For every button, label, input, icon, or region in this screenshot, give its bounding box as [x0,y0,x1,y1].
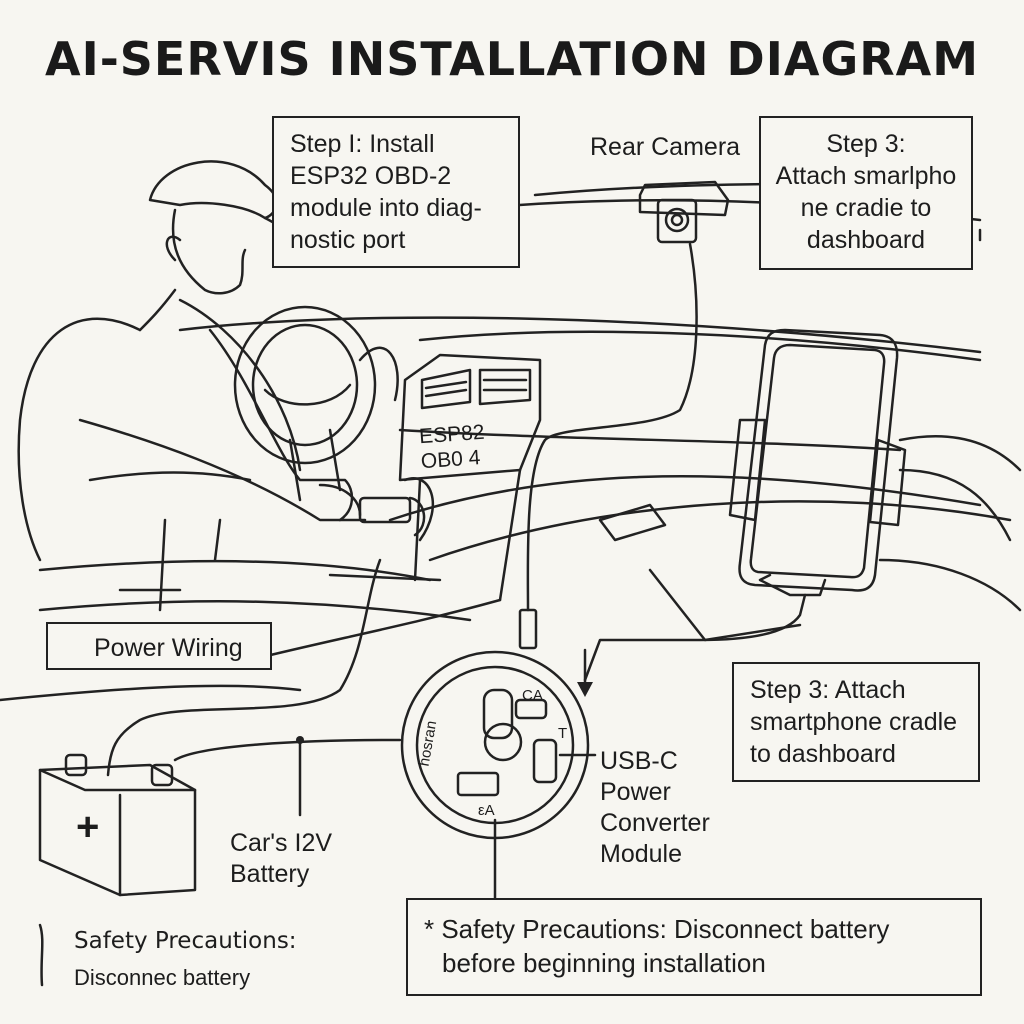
usb-c-converter [400,650,590,840]
step3-top-line: ne cradie to [800,194,932,222]
usbc-label: USB-C Power Converter Module [600,746,710,870]
obd-module [358,477,435,542]
step3-top-line: dashboard [806,226,926,254]
safety-left-title: Safety Precautions: [74,928,297,954]
battery-plus-symbol: + [76,805,100,849]
converter-bottom-label: εA [478,802,495,819]
module-screen-line: OB0 4 [420,446,482,474]
step3-top-callout: Step 3: Attach smarlpho ne cradie to das… [759,116,973,270]
usbc-line: Converter [600,809,710,837]
usbc-line: Power [600,778,671,806]
step1-callout: Step I: Install ESP32 OBD-2 module into … [272,116,520,268]
step3-top-line: Step 3: [826,130,906,158]
step3-bottom-line: Step 3: Attach [750,676,906,704]
rear-camera-label: Rear Camera [590,133,741,161]
step1-line: nostic port [290,226,406,254]
smartphone-cradle [583,328,907,682]
step1-line: module into diag- [290,194,482,222]
battery-line: Battery [230,860,310,888]
power-wiring [38,558,597,987]
battery-label: Car's I2V Battery [230,828,332,890]
center-console [398,353,542,602]
safety-callout: * Safety Precautions: Disconnect battery… [406,898,982,996]
power-wiring-text: Power Wiring [94,634,243,662]
usbc-line: Module [600,840,682,868]
usbc-line: USB-C [600,747,678,775]
safety-line: * Safety Precautions: Disconnect battery [424,914,890,944]
safety-left-body: Disconnec battery [74,965,251,990]
steering-wheel [233,305,399,502]
power-wiring-label: Power Wiring [46,622,272,670]
step1-line: ESP32 OBD-2 [290,162,452,190]
step1-line: Step I: Install [290,130,435,158]
step3-top-line: Attach smarlpho [775,162,957,190]
step3-bottom-line: smartphone cradle [750,708,958,736]
page-title: AI-SERVIS INSTALLATION DIAGRAM [44,32,979,86]
step3-bottom-line: to dashboard [750,740,896,768]
safety-line: before beginning installation [442,948,766,978]
battery [38,753,197,897]
battery-line: Car's I2V [230,829,333,857]
converter-t-label: T [558,725,568,742]
converter-top-label: CA [522,687,543,704]
rear-camera [518,180,730,650]
module-screen-text: ESP82 OB0 4 [418,420,487,474]
step3-bottom-callout: Step 3: Attach smartphone cradle to dash… [732,662,980,782]
